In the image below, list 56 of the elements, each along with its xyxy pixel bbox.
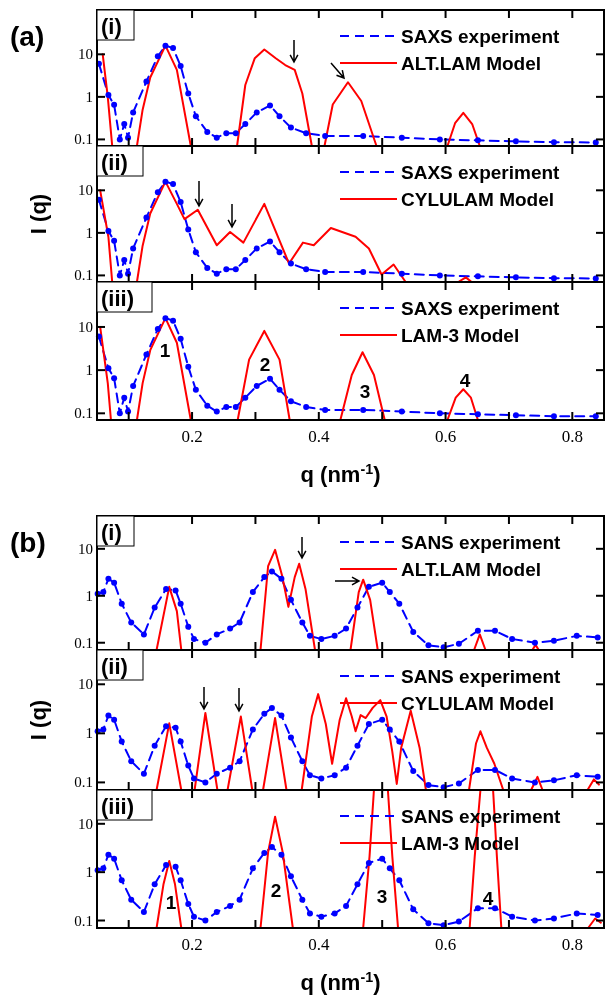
legend-label: CYLULAM Model (401, 189, 555, 210)
legend-label: LAM-3 Model (401, 325, 520, 346)
y-tick-label: 10 (78, 46, 93, 63)
y-tick-label: 1 (85, 224, 93, 241)
y-tick-label: 10 (78, 318, 93, 335)
x-tick-label: 0.8 (561, 935, 583, 954)
y-tick-label: 10 (78, 676, 93, 693)
legend-label: SANS experiment (401, 532, 562, 553)
x-tick-label: 0.4 (308, 427, 330, 446)
y-axis-title: I (q) (26, 193, 51, 235)
text: (a) (10, 21, 45, 52)
y-tick-label: 0.1 (74, 912, 93, 929)
chart-title: (ii) (101, 654, 128, 679)
x-tick-label: 0.6 (434, 427, 457, 446)
annotation: 2 (270, 880, 282, 901)
legend-label: CYLULAM Model (401, 693, 555, 714)
annotation: 4 (459, 370, 471, 391)
y-tick-label: 0.1 (74, 267, 93, 284)
y-tick-label: 1 (85, 88, 93, 105)
y-tick-label: 0.1 (74, 405, 93, 422)
annotation: 1 (159, 340, 171, 361)
legend-label: ALT.LAM Model (401, 53, 542, 74)
y-tick-label: 0.1 (74, 774, 93, 791)
annotation: 3 (376, 886, 388, 907)
legend-label: SAXS experiment (401, 298, 561, 319)
text: (b) (10, 527, 46, 558)
legend-label: SAXS experiment (401, 162, 561, 183)
annotation: 4 (482, 888, 494, 909)
chart-title: (iii) (101, 794, 134, 819)
x-axis-title: q (nm$^{-1}$) (300, 461, 381, 487)
legend-label: ALT.LAM Model (401, 559, 542, 580)
x-tick-label: 0.2 (181, 427, 203, 446)
y-tick-label: 0.1 (74, 131, 93, 148)
x-tick-label: 0.2 (181, 935, 203, 954)
chart-title: (iii) (101, 286, 134, 311)
y-tick-label: 10 (78, 540, 93, 557)
y-tick-label: 0.1 (74, 634, 93, 651)
annotation: 2 (259, 354, 271, 375)
annotation: 3 (359, 381, 371, 402)
x-axis-title: q (nm$^{-1}$) (300, 969, 381, 995)
chart-title: (i) (101, 14, 122, 39)
y-tick-label: 1 (85, 725, 93, 742)
y-tick-label: 1 (85, 587, 93, 604)
x-tick-label: 0.6 (434, 935, 457, 954)
x-tick-label: 0.8 (561, 427, 583, 446)
y-tick-label: 1 (85, 864, 93, 881)
legend-label: SANS experiment (401, 666, 562, 687)
legend-label: SAXS experiment (401, 26, 561, 47)
y-tick-label: 10 (78, 182, 93, 199)
chart-title: (i) (101, 520, 122, 545)
y-tick-label: 1 (85, 362, 93, 379)
chart-title: (ii) (101, 150, 128, 175)
y-axis-title: I (q) (26, 699, 51, 741)
annotation: 1 (165, 892, 177, 913)
x-tick-label: 0.4 (308, 935, 330, 954)
y-tick-label: 10 (78, 815, 93, 832)
